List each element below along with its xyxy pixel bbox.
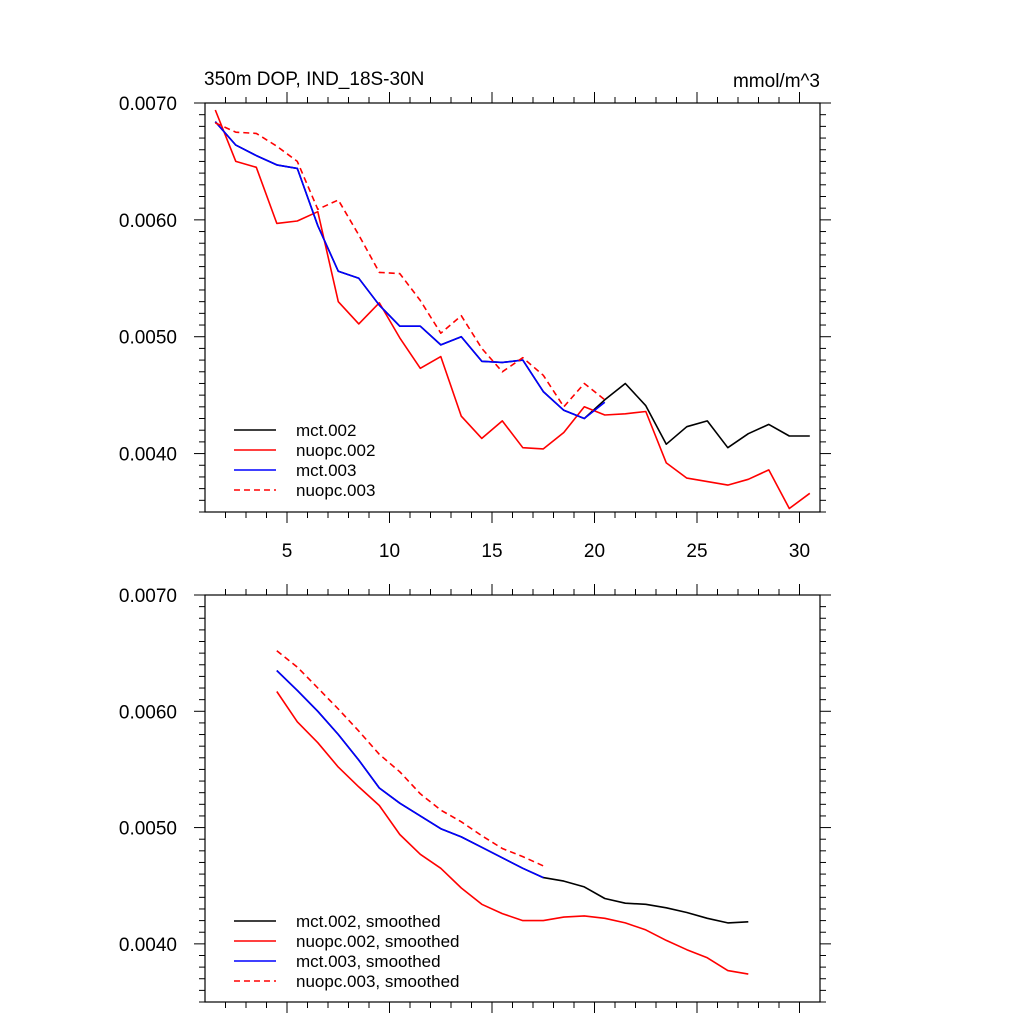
series-line-mct-003-smoothed [276, 670, 544, 879]
series-line-mct-002 [214, 121, 810, 449]
y-tick-label: 0.0040 [119, 935, 177, 956]
y-tick-label: 0.0070 [119, 94, 177, 115]
y-tick-label: 0.0070 [119, 586, 177, 607]
series-line-nuopc-002 [214, 109, 811, 510]
legend-label: mct.003 [296, 461, 356, 480]
y-tick-label: 0.0050 [119, 819, 177, 840]
legend-label: nuopc.002 [296, 441, 375, 460]
top-panel: 350m DOP, IND_18S-30N mmol/m^3 0.0040 0.0… [119, 69, 831, 562]
legend-label: nuopc.003, smoothed [296, 972, 460, 991]
x-tick-label: 20 [584, 541, 605, 562]
x-tick-label: 5 [282, 541, 293, 562]
series-line-nuopc-003 [214, 122, 606, 408]
x-tick-label: 15 [481, 541, 502, 562]
legend-label: nuopc.003 [296, 481, 375, 500]
units-label: mmol/m^3 [733, 71, 820, 92]
chart-title: 350m DOP, IND_18S-30N [204, 69, 424, 90]
legend-label: mct.002, smoothed [296, 912, 441, 931]
x-tick-label: 10 [379, 541, 400, 562]
series-line-mct-003 [214, 121, 606, 420]
x-tick-label: 25 [686, 541, 707, 562]
y-tick-label: 0.0060 [119, 211, 177, 232]
y-tick-label: 0.0050 [119, 328, 177, 349]
legend-label: mct.003, smoothed [296, 952, 441, 971]
y-tick-label: 0.0040 [119, 445, 177, 466]
legend-label: mct.002 [296, 421, 356, 440]
y-tick-label: 0.0060 [119, 702, 177, 723]
series-line-nuopc-002-smoothed [276, 691, 749, 975]
series-line-mct-002-smoothed [276, 670, 749, 924]
x-tick-label: 30 [789, 541, 810, 562]
bottom-panel: 0.0040 0.0050 0.0060 0.0070 mct.002, smoothe… [119, 584, 831, 1013]
legend-label: nuopc.002, smoothed [296, 932, 460, 951]
series-line-nuopc-003-smoothed [276, 650, 544, 867]
